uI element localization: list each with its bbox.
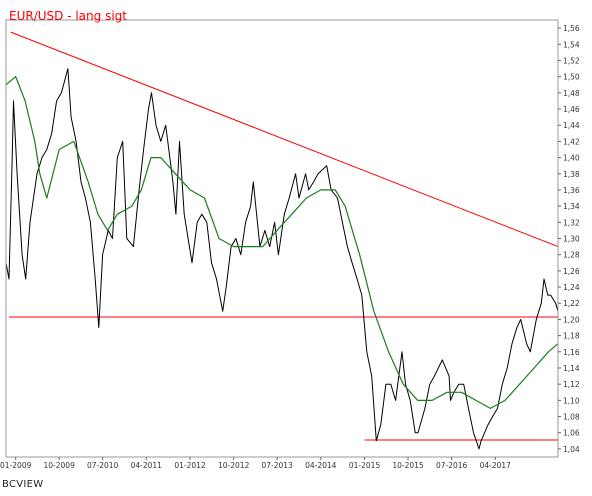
y-tick-label: 1,32: [563, 218, 580, 227]
y-tick-label: 1,36: [563, 186, 580, 195]
x-tick-label: 04-2017: [480, 461, 512, 470]
x-tick-label: 07-2016: [436, 461, 468, 470]
y-tick-label: 1,04: [563, 445, 580, 454]
x-tick-label: 10-2015: [392, 461, 424, 470]
y-tick-label: 1,50: [563, 73, 580, 82]
x-tick-label: 01-2015: [349, 461, 381, 470]
x-tick-label: 10-2012: [218, 461, 250, 470]
y-tick-label: 1,42: [563, 137, 580, 146]
y-tick-label: 1,14: [563, 364, 580, 373]
y-tick-label: 1,46: [563, 105, 580, 114]
y-tick-label: 1,18: [563, 332, 580, 341]
x-tick-label: 01-2009: [0, 461, 32, 470]
y-tick-label: 1,10: [563, 396, 580, 405]
plot-area: [6, 20, 558, 457]
y-tick-label: 1,48: [563, 89, 580, 98]
y-tick-label: 1,56: [563, 24, 580, 33]
y-tick-label: 1,22: [563, 299, 580, 308]
y-tick-label: 1,06: [563, 429, 580, 438]
y-tick-label: 1,20: [563, 315, 580, 324]
x-tick-label: 10-2009: [44, 461, 76, 470]
y-tick-label: 1,24: [563, 283, 580, 292]
x-tick-label: 07-2010: [87, 461, 119, 470]
y-tick-label: 1,28: [563, 251, 580, 260]
x-tick-label: 01-2012: [174, 461, 206, 470]
y-tick-label: 1,26: [563, 267, 580, 276]
y-tick-label: 1,16: [563, 348, 580, 357]
x-tick-label: 07-2013: [261, 461, 293, 470]
resistance-line-0: [10, 31, 559, 248]
y-tick-label: 1,30: [563, 235, 580, 244]
price-series-line: [5, 68, 559, 450]
x-tick-label: 04-2014: [305, 461, 337, 470]
y-tick-label: 1,08: [563, 413, 580, 422]
y-tick-label: 1,38: [563, 170, 580, 179]
y-tick-label: 1,44: [563, 121, 580, 130]
y-tick-label: 1,52: [563, 56, 580, 65]
moving-average-line: [5, 75, 559, 409]
y-tick-label: 1,34: [563, 202, 580, 211]
y-tick-label: 1,12: [563, 380, 580, 389]
y-tick-label: 1,40: [563, 154, 580, 163]
chart-title: EUR/USD - lang sigt: [9, 9, 127, 23]
source-label: BCVIEW: [2, 479, 44, 490]
x-tick-label: 04-2011: [131, 461, 163, 470]
y-tick-label: 1,54: [563, 40, 580, 49]
